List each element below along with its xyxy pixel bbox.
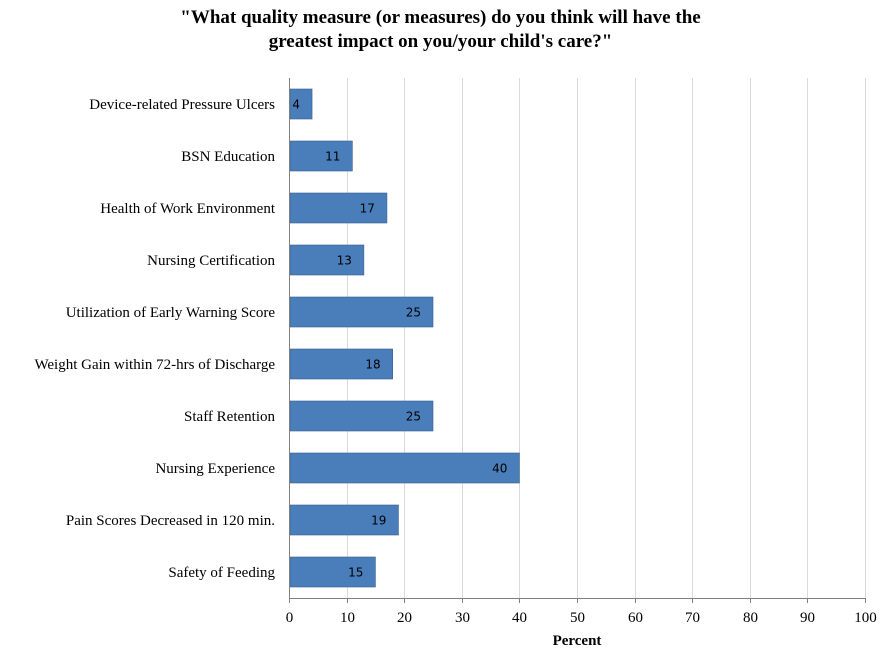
category-label-8: Pain Scores Decreased in 120 min.	[66, 513, 275, 529]
x-tick-label-60: 60	[628, 610, 643, 626]
category-label-5: Weight Gain within 72-hrs of Discharge	[34, 357, 275, 373]
data-label-3: 13	[337, 254, 352, 268]
x-tick-label-0: 0	[286, 610, 294, 626]
x-axis-title: Percent	[553, 633, 602, 649]
data-label-2: 17	[360, 202, 375, 216]
data-label-4: 25	[406, 306, 421, 320]
chart-title-line-1: "What quality measure (or measures) do y…	[180, 7, 701, 28]
chart-title-line-2: greatest impact on you/your child's care…	[268, 31, 613, 52]
data-label-9: 15	[348, 566, 363, 580]
x-tick-label-100: 100	[854, 610, 877, 626]
bars: 4 11 17 13 25 18 25 40 19 15	[289, 88, 520, 588]
bar-7	[289, 452, 520, 484]
bar-5	[289, 348, 393, 380]
x-tick-label-50: 50	[570, 610, 585, 626]
data-label-7: 40	[492, 462, 507, 476]
data-label-1: 11	[325, 150, 340, 164]
category-label-7: Nursing Experience	[155, 461, 275, 477]
x-tick-label-40: 40	[512, 610, 527, 626]
category-labels: Device-related Pressure Ulcers BSN Educat…	[34, 97, 275, 581]
axes	[289, 78, 866, 603]
bar-2	[289, 192, 388, 224]
x-tick-label-30: 30	[455, 610, 470, 626]
x-tick-label-80: 80	[743, 610, 758, 626]
category-label-3: Nursing Certification	[147, 253, 275, 269]
bar-9	[289, 556, 376, 588]
data-label-8: 19	[371, 514, 386, 528]
gridlines	[347, 78, 866, 598]
category-label-4: Utilization of Early Warning Score	[66, 305, 276, 321]
category-label-0: Device-related Pressure Ulcers	[89, 97, 275, 113]
chart-title: "What quality measure (or measures) do y…	[0, 6, 881, 54]
data-label-0: 4	[292, 98, 300, 112]
x-tick-label-90: 90	[800, 610, 815, 626]
category-label-2: Health of Work Environment	[100, 201, 276, 217]
data-label-5: 18	[365, 358, 380, 372]
x-tick-label-70: 70	[685, 610, 700, 626]
x-tick-label-10: 10	[340, 610, 355, 626]
bar-3	[289, 244, 365, 276]
category-label-9: Safety of Feeding	[168, 565, 275, 581]
x-tick-labels: 0 10 20 30 40 50 60 70 80 90 100	[286, 610, 877, 626]
data-label-6: 25	[406, 410, 421, 424]
category-label-6: Staff Retention	[184, 409, 275, 425]
bar-8	[289, 504, 399, 536]
bar-1	[289, 140, 353, 172]
x-tick-label-20: 20	[397, 610, 412, 626]
bar-6	[289, 400, 434, 432]
category-label-1: BSN Education	[181, 149, 275, 165]
